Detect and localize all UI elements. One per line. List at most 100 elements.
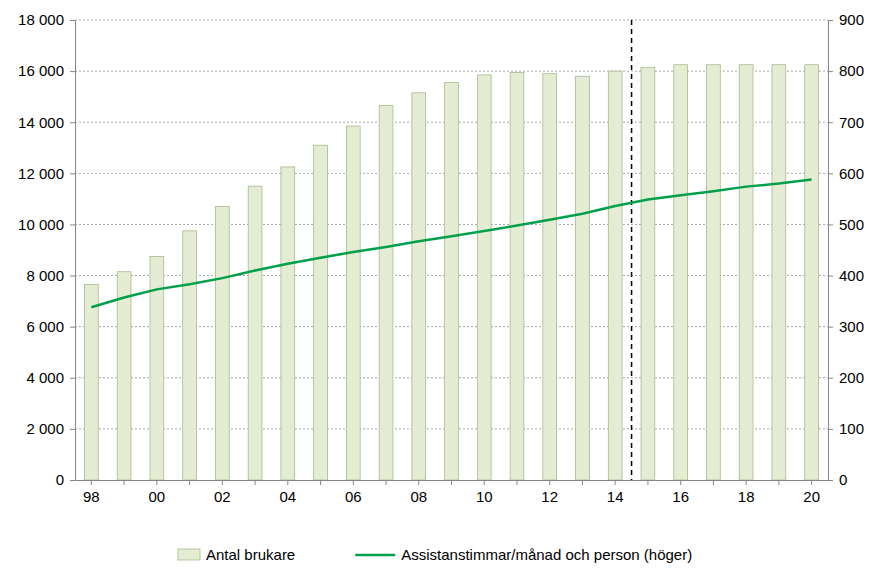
bar xyxy=(84,285,98,481)
tick-label: 10 xyxy=(476,488,493,505)
tick-label: 18 xyxy=(738,488,755,505)
tick-group: 08 xyxy=(410,480,427,505)
tick-label: 0 xyxy=(839,471,847,488)
tick xyxy=(189,480,190,485)
bar xyxy=(608,71,622,480)
tick-group: 600 xyxy=(828,165,864,182)
tick xyxy=(828,429,833,430)
tick xyxy=(828,276,833,277)
tick-label: 200 xyxy=(839,369,864,386)
tick xyxy=(680,480,681,485)
tick-label: 8 000 xyxy=(26,267,64,284)
tick xyxy=(615,480,616,485)
tick-group xyxy=(320,480,321,485)
tick-group xyxy=(516,480,517,485)
legend-item: Antal brukare xyxy=(178,546,295,563)
chart: 02 0004 0006 0008 00010 00012 00014 0001… xyxy=(0,0,886,581)
tick-label: 10 000 xyxy=(18,216,64,233)
tick-group: 900 xyxy=(828,11,864,28)
tick-group: 200 xyxy=(828,369,864,386)
tick-group: 2 000 xyxy=(26,420,75,437)
grid-line xyxy=(75,20,828,21)
tick-label: 02 xyxy=(214,488,231,505)
tick-group: 06 xyxy=(345,480,362,505)
tick xyxy=(828,480,833,481)
tick-label: 800 xyxy=(839,62,864,79)
tick xyxy=(70,173,75,174)
tick xyxy=(746,480,747,485)
tick-group: 18 000 xyxy=(18,11,75,28)
tick xyxy=(418,480,419,485)
y-axis: 0 2 000 4 000 6 000 8 000 10 000 12 000 14 000 1… xyxy=(18,11,75,488)
tick xyxy=(353,480,354,485)
tick xyxy=(549,480,550,485)
tick-group xyxy=(124,480,125,485)
tick-label: 16 xyxy=(672,488,689,505)
tick xyxy=(828,71,833,72)
tick-label: 900 xyxy=(839,11,864,28)
tick-group: 500 xyxy=(828,216,864,233)
legend-swatch xyxy=(355,554,395,557)
tick-group: 12 000 xyxy=(18,165,75,182)
legend-item: Assistanstimmar/månad och person (höger) xyxy=(355,546,692,563)
tick xyxy=(70,276,75,277)
bar xyxy=(412,93,426,480)
tick-group: 00 xyxy=(149,480,166,505)
tick xyxy=(70,480,75,481)
tick-label: 700 xyxy=(839,114,864,131)
tick-label: 12 xyxy=(541,488,558,505)
legend-label: Assistanstimmar/månad och person (höger) xyxy=(401,546,692,563)
bar xyxy=(674,65,688,480)
bar xyxy=(772,65,786,480)
tick xyxy=(828,173,833,174)
tick xyxy=(811,480,812,485)
tick-group: 300 xyxy=(828,318,864,335)
tick xyxy=(828,327,833,328)
tick-group: 12 xyxy=(541,480,558,505)
marks xyxy=(84,65,818,480)
tick-label: 04 xyxy=(279,488,296,505)
tick-group: 100 xyxy=(828,420,864,437)
tick-group: 16 xyxy=(672,480,689,505)
tick-group: 10 000 xyxy=(18,216,75,233)
tick-group: 02 xyxy=(214,480,231,505)
bar xyxy=(346,126,360,480)
bar xyxy=(183,231,197,480)
tick-label: 20 xyxy=(803,488,820,505)
tick-label: 300 xyxy=(839,318,864,335)
tick xyxy=(255,480,256,485)
tick-group xyxy=(451,480,452,485)
tick-group: 14 xyxy=(607,480,624,505)
tick-label: 08 xyxy=(410,488,427,505)
tick xyxy=(778,480,779,485)
tick xyxy=(647,480,648,485)
tick-label: 14 000 xyxy=(18,114,64,131)
vline xyxy=(631,20,633,480)
tick-group: 800 xyxy=(828,62,864,79)
tick-group xyxy=(647,480,648,485)
bar xyxy=(117,272,131,480)
tick-label: 4 000 xyxy=(26,369,64,386)
axis-line xyxy=(75,21,76,481)
bar xyxy=(510,72,524,480)
marks-inner xyxy=(84,65,818,480)
bar xyxy=(543,74,557,480)
tick-group: 10 xyxy=(476,480,493,505)
tick-group: 18 xyxy=(738,480,755,505)
tick-group: 0 xyxy=(56,471,75,488)
tick-label: 0 xyxy=(56,471,64,488)
tick-label: 6 000 xyxy=(26,318,64,335)
tick xyxy=(828,378,833,379)
line xyxy=(91,179,811,307)
tick xyxy=(70,224,75,225)
tick xyxy=(70,429,75,430)
tick-label: 14 xyxy=(607,488,624,505)
tick-group: 400 xyxy=(828,267,864,284)
tick-label: 18 000 xyxy=(18,11,64,28)
tick-label: 2 000 xyxy=(26,420,64,437)
tick-group: 4 000 xyxy=(26,369,75,386)
tick-group xyxy=(713,480,714,485)
bar xyxy=(576,76,590,480)
tick-group xyxy=(189,480,190,485)
tick xyxy=(70,20,75,21)
